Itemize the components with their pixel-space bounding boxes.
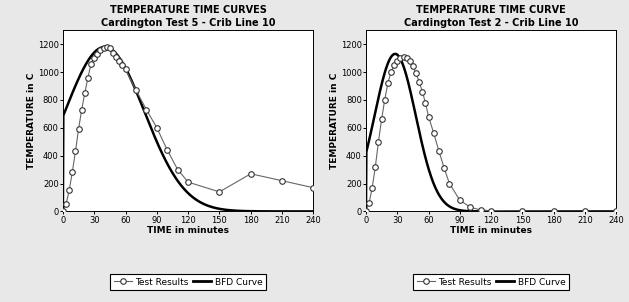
BFD Curve <box>173 178 181 181</box>
Test Results <box>369 186 376 190</box>
Test Results <box>116 59 123 63</box>
Test Results <box>59 210 67 213</box>
Test Results <box>425 115 432 118</box>
Test Results <box>309 186 317 190</box>
Test Results <box>477 208 484 212</box>
Test Results <box>394 59 401 63</box>
BFD Curve <box>510 210 518 213</box>
BFD Curve <box>613 210 620 213</box>
Test Results <box>384 81 392 85</box>
Test Results <box>487 209 495 213</box>
Test Results <box>456 198 464 202</box>
Test Results <box>378 117 386 121</box>
BFD Curve <box>227 208 235 212</box>
BFD Curve <box>104 46 111 49</box>
Line: Test Results: Test Results <box>363 54 619 214</box>
Test Results <box>97 48 104 52</box>
Test Results <box>519 209 526 213</box>
Y-axis label: TEMPERATURE in C: TEMPERATURE in C <box>27 72 36 169</box>
BFD Curve <box>551 210 559 213</box>
Test Results <box>247 172 255 175</box>
Legend: Test Results, BFD Curve: Test Results, BFD Curve <box>110 274 266 290</box>
BFD Curve <box>530 210 537 213</box>
Test Results <box>72 150 79 153</box>
Test Results <box>100 46 108 50</box>
BFD Curve <box>427 174 435 178</box>
Test Results <box>75 127 82 131</box>
Test Results <box>421 101 429 104</box>
BFD Curve <box>407 91 415 95</box>
Test Results <box>106 47 114 50</box>
Line: BFD Curve: BFD Curve <box>366 54 616 211</box>
Test Results <box>94 52 101 56</box>
Test Results <box>409 65 416 68</box>
BFD Curve <box>59 210 67 213</box>
Test Results <box>387 70 395 74</box>
Test Results <box>113 55 120 59</box>
Test Results <box>418 90 426 93</box>
Test Results <box>581 210 589 213</box>
Test Results <box>109 51 117 54</box>
Test Results <box>216 190 223 194</box>
Test Results <box>62 203 70 206</box>
Test Results <box>65 189 73 192</box>
Test Results <box>87 62 95 66</box>
Test Results <box>164 148 171 152</box>
BFD Curve <box>124 71 131 74</box>
Test Results <box>91 56 98 60</box>
Test Results <box>78 108 86 111</box>
BFD Curve <box>207 205 214 209</box>
Test Results <box>446 182 454 185</box>
Test Results <box>430 132 438 135</box>
Test Results <box>132 88 140 92</box>
BFD Curve <box>101 45 108 49</box>
Test Results <box>174 168 182 172</box>
Test Results <box>84 76 92 79</box>
Y-axis label: TEMPERATURE in C: TEMPERATURE in C <box>330 72 340 169</box>
Test Results <box>365 201 373 205</box>
BFD Curve <box>309 210 317 213</box>
Test Results <box>613 210 620 213</box>
X-axis label: TIME in minutes: TIME in minutes <box>450 226 532 235</box>
Test Results <box>403 56 410 60</box>
Test Results <box>412 72 420 75</box>
Title: TEMPERATURE TIME CURVES
Cardington Test 5 - Crib Line 10: TEMPERATURE TIME CURVES Cardington Test … <box>101 5 276 28</box>
BFD Curve <box>391 52 399 56</box>
Test Results <box>435 150 443 153</box>
Test Results <box>375 140 382 143</box>
Test Results <box>278 179 286 182</box>
Test Results <box>391 63 398 67</box>
Test Results <box>381 98 389 102</box>
BFD Curve <box>476 210 484 213</box>
Test Results <box>467 205 474 209</box>
Test Results <box>362 210 370 213</box>
Test Results <box>184 180 192 184</box>
Test Results <box>143 108 150 111</box>
Test Results <box>440 166 448 170</box>
Test Results <box>550 210 557 213</box>
BFD Curve <box>248 209 255 213</box>
Test Results <box>122 67 130 71</box>
Test Results <box>103 45 111 49</box>
Test Results <box>400 55 408 59</box>
Test Results <box>153 126 160 130</box>
Test Results <box>415 80 423 84</box>
Test Results <box>119 63 126 67</box>
Line: BFD Curve: BFD Curve <box>63 47 313 211</box>
Test Results <box>406 59 413 63</box>
BFD Curve <box>362 210 370 213</box>
Test Results <box>69 171 76 174</box>
Test Results <box>81 91 89 95</box>
Title: TEMPERATURE TIME CURVE
Cardington Test 2 - Crib Line 10: TEMPERATURE TIME CURVE Cardington Test 2… <box>404 5 579 28</box>
Line: Test Results: Test Results <box>60 44 316 214</box>
Test Results <box>372 165 379 169</box>
X-axis label: TIME in minutes: TIME in minutes <box>147 226 229 235</box>
Legend: Test Results, BFD Curve: Test Results, BFD Curve <box>413 274 569 290</box>
Test Results <box>397 56 404 60</box>
